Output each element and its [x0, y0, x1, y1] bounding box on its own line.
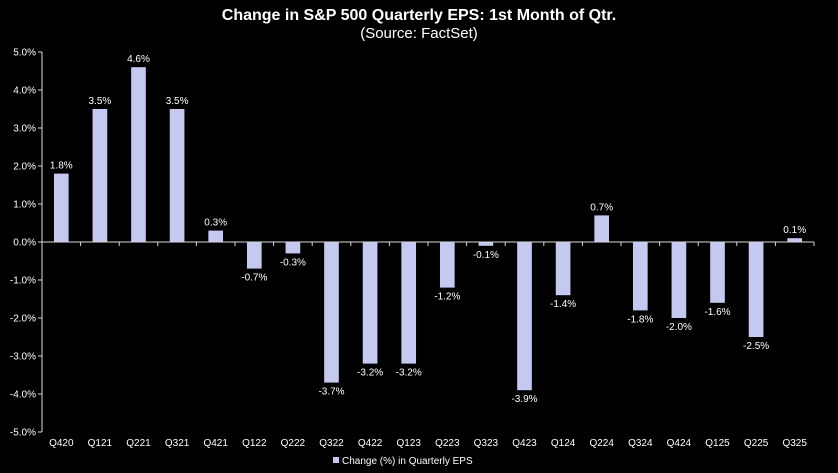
bar-q424 — [671, 242, 687, 318]
data-label: -3.9% — [511, 394, 537, 405]
data-label: 0.3% — [204, 218, 227, 229]
bar-q224 — [594, 215, 610, 242]
data-label: -0.7% — [241, 273, 267, 284]
y-tick-label: -5.0% — [10, 428, 36, 439]
x-tick-label: Q424 — [667, 438, 692, 449]
bar-q125 — [710, 242, 725, 303]
x-tick-label: Q224 — [589, 438, 614, 449]
chart-subtitle: (Source: FactSet) — [360, 25, 478, 42]
x-tick-label: Q222 — [281, 438, 306, 449]
y-tick-label: 4.0% — [13, 86, 36, 97]
y-tick-label: 3.0% — [13, 124, 36, 135]
y-tick-label: 0.0% — [13, 238, 36, 249]
data-label: -3.2% — [396, 368, 422, 379]
x-tick-label: Q423 — [512, 438, 537, 449]
data-label: -3.2% — [357, 368, 383, 379]
bar-q122 — [246, 242, 262, 269]
x-tick-label: Q422 — [358, 438, 383, 449]
bar-q321 — [169, 109, 185, 242]
data-label: 1.8% — [50, 161, 73, 172]
data-label: 4.6% — [127, 54, 150, 65]
chart-title: Change in S&P 500 Quarterly EPS: 1st Mon… — [222, 7, 616, 24]
bars-group: 1.8% 3.5% 4.6% 3.5% 0.3% -0.7% -0.3% -3.7% -3.2%… — [50, 54, 806, 405]
bar-q221 — [131, 67, 146, 242]
x-tick-label: Q322 — [319, 438, 344, 449]
x-tick-label: Q421 — [203, 438, 228, 449]
x-tick-label: Q221 — [126, 438, 151, 449]
bar-q421 — [208, 230, 224, 242]
y-tick-label: 1.0% — [13, 200, 36, 211]
data-label: -1.6% — [704, 307, 730, 318]
y-tick-label: -4.0% — [10, 390, 36, 401]
bar-q222 — [285, 242, 301, 254]
x-tick-label: Q122 — [242, 438, 267, 449]
bar-q422 — [362, 242, 378, 364]
data-label: -1.8% — [627, 314, 653, 325]
data-label: -1.2% — [434, 292, 460, 303]
legend-label: Change (%) in Quarterly EPS — [342, 456, 473, 467]
x-tick-label: Q125 — [705, 438, 730, 449]
x-tick-label: Q321 — [165, 438, 190, 449]
x-tick-label: Q225 — [744, 438, 769, 449]
bar-q124 — [555, 242, 571, 296]
bar-q325 — [787, 238, 803, 242]
bar-q322 — [324, 242, 339, 383]
x-tick-label: Q124 — [551, 438, 576, 449]
data-label: -1.4% — [550, 299, 576, 310]
bar-q423 — [517, 242, 532, 391]
x-tick-label: Q325 — [782, 438, 807, 449]
y-tick-label: -1.0% — [10, 276, 36, 287]
y-tick-label: -3.0% — [10, 352, 36, 363]
data-label: 3.5% — [89, 96, 112, 107]
bar-q223 — [439, 242, 455, 288]
legend: Change (%) in Quarterly EPS — [333, 456, 473, 467]
data-label: -2.0% — [666, 322, 692, 333]
data-label: 0.7% — [590, 202, 613, 213]
legend-swatch — [333, 457, 339, 463]
x-tick-label: Q324 — [628, 438, 653, 449]
bar-q324 — [632, 242, 648, 311]
data-label: -3.7% — [318, 387, 344, 398]
y-tick-label: -2.0% — [10, 314, 36, 325]
y-tick-label: 2.0% — [13, 162, 36, 173]
y-axis: 5.0% 4.0% 3.0% 2.0% 1.0% 0.0% -1.0% -2.0% -3.0% -… — [10, 48, 43, 439]
y-tick-label: 5.0% — [13, 48, 36, 59]
x-tick-label: Q420 — [49, 438, 74, 449]
bar-q323 — [478, 242, 494, 246]
x-tick-label: Q323 — [474, 438, 499, 449]
bar-q123 — [401, 242, 417, 364]
data-label: -0.1% — [473, 250, 499, 261]
x-tick-label: Q121 — [88, 438, 113, 449]
x-tick-label: Q123 — [396, 438, 421, 449]
bar-q225 — [748, 242, 764, 337]
x-tick-label: Q223 — [435, 438, 460, 449]
bar-q121 — [92, 109, 108, 242]
data-label: -2.5% — [743, 341, 769, 352]
bar-q420 — [53, 173, 69, 242]
data-label: -0.3% — [280, 257, 306, 268]
data-label: 0.1% — [783, 225, 806, 236]
x-axis: Q420 Q121 Q221 Q321 Q421 Q122 Q222 Q322 Q422 Q123… — [41, 241, 815, 449]
data-label: 3.5% — [166, 96, 189, 107]
